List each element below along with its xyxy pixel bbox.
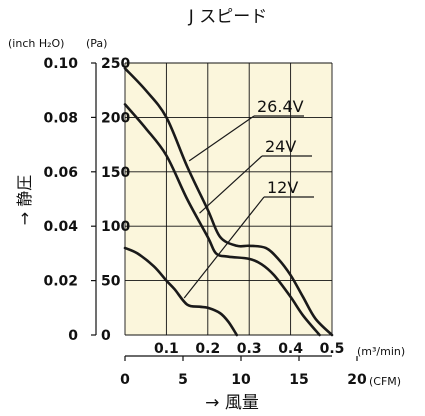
y-unit-right: (Pa)	[86, 37, 107, 50]
x-axis-label: → 風量	[205, 393, 259, 413]
series-line-0	[123, 67, 334, 337]
x-tick-cfm: 0	[120, 372, 130, 388]
y-tick-inch: 0.02	[43, 274, 78, 290]
x-unit-top: (m³/min)	[357, 345, 405, 358]
y-tick-inch: 0.04	[43, 219, 78, 235]
y-tick-pa: 0	[101, 328, 111, 344]
y-tick-inch: 0.08	[43, 110, 78, 126]
y-tick-pa: 200	[101, 110, 130, 126]
x-ticks: 0.1 0.2 0.3 0.4 0.5 0 5 10 15 20	[120, 341, 367, 388]
y-axis-label: → 静圧	[15, 175, 34, 226]
leader-line-1	[199, 155, 263, 214]
y-tick-inch: 0	[68, 328, 78, 344]
y-ticks: 0 0 50 0.02 100 0.04 150 0.06 200 0.08 250 0.10	[43, 56, 130, 344]
x-tick-m3: 0.2	[195, 341, 220, 357]
series-label-0: 26.4V	[257, 97, 304, 116]
x-tick-cfm: 5	[178, 372, 188, 388]
x-tick-cfm: 10	[231, 372, 251, 388]
y-tick-pa: 50	[101, 274, 121, 290]
series-labels: 26.4V 24V 12V	[183, 97, 314, 299]
curves	[123, 67, 334, 337]
y-unit-left: (inch H₂O)	[8, 37, 64, 50]
x-unit-bottom: (CFM)	[369, 375, 401, 388]
y-tick-inch: 0.10	[43, 56, 78, 72]
y-tick-inch: 0.06	[43, 165, 78, 181]
y-tick-pa: 150	[101, 165, 130, 181]
chart-title: J スピード	[188, 7, 267, 27]
leader-line-2	[183, 196, 265, 299]
x-tick-cfm: 15	[289, 372, 308, 388]
series-line-2	[123, 246, 239, 337]
series-label-1: 24V	[265, 137, 296, 156]
x-tick-m3: 0.3	[237, 341, 262, 357]
series-label-2: 12V	[267, 178, 298, 197]
x-tick-m3: 0.5	[320, 341, 345, 357]
x-tick-m3: 0.4	[278, 341, 303, 357]
y-tick-pa: 100	[101, 219, 130, 235]
y-tick-pa: 250	[101, 56, 130, 72]
series-line-1	[123, 103, 321, 337]
x-tick-m3: 0.1	[154, 341, 179, 357]
x-tick-cfm: 20	[347, 372, 367, 388]
leader-line-0	[188, 115, 255, 162]
grid	[124, 62, 333, 336]
